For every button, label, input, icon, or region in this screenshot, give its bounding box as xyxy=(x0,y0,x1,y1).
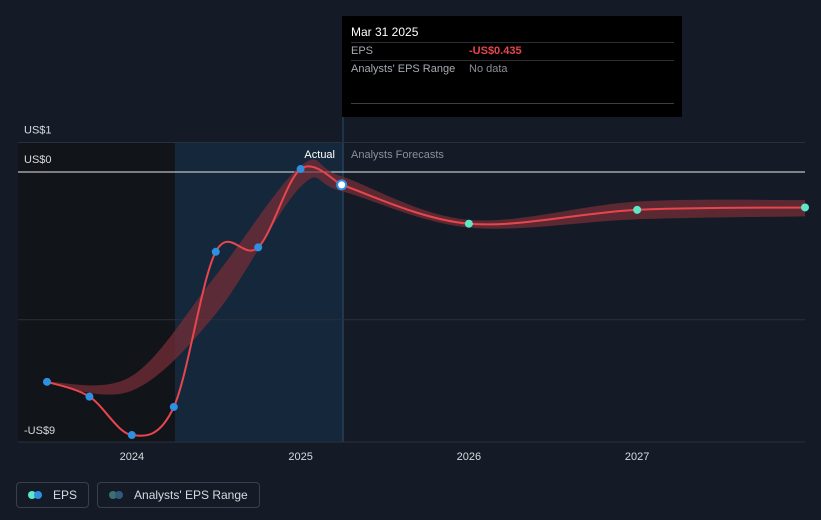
eps-actual-point xyxy=(254,243,263,252)
eps-actual-line xyxy=(46,165,343,437)
grid-lines xyxy=(18,141,805,443)
x-tick-label: 2025 xyxy=(288,451,312,463)
eps-actual-point xyxy=(43,377,51,386)
eps-legend-icon xyxy=(28,491,44,499)
y-tick-label: US$0 xyxy=(24,154,52,166)
y-tick-label: -US$9 xyxy=(24,425,55,437)
past-period-shade xyxy=(18,143,175,442)
eps-actual-point xyxy=(211,247,220,256)
analysts-eps-range-band xyxy=(47,159,805,395)
y-axis-labels: US$1 US$0 -US$9 xyxy=(24,124,55,437)
x-tick-label: 2024 xyxy=(120,451,144,463)
legend-eps-label: EPS xyxy=(53,488,78,502)
tooltip-eps-value: -US$0.435 xyxy=(469,45,522,57)
tooltip-row-range: Analysts' EPS Range No data xyxy=(351,60,674,78)
eps-point-highlighted xyxy=(336,179,348,191)
tooltip-row-eps: EPS -US$0.435 xyxy=(351,42,674,60)
tooltip-eps-label: EPS xyxy=(351,45,374,57)
range-legend-icon xyxy=(109,491,125,499)
y-tick-label: US$1 xyxy=(24,124,52,136)
x-tick-label: 2027 xyxy=(625,451,649,463)
actual-label: Actual xyxy=(304,149,335,161)
forecast-label: Analysts Forecasts xyxy=(351,149,444,161)
eps-actual-point xyxy=(296,165,305,174)
tooltip-range-label: Analysts' EPS Range xyxy=(351,63,456,75)
tooltip-range-value: No data xyxy=(469,63,508,75)
eps-tooltip: Mar 31 2025 EPS -US$0.435 Analysts' EPS … xyxy=(342,16,682,117)
legend-range-toggle[interactable]: Analysts' EPS Range xyxy=(97,482,260,508)
eps-forecast-point xyxy=(464,219,473,228)
actual-period-shade xyxy=(175,143,344,442)
eps-actual-point xyxy=(127,431,136,440)
x-tick-label: 2026 xyxy=(457,451,481,463)
eps-actual-point xyxy=(85,392,94,401)
eps-points xyxy=(43,165,809,440)
x-axis-labels: 2024 2025 2026 2027 xyxy=(120,451,650,463)
legend-range-label: Analysts' EPS Range xyxy=(134,488,248,502)
eps-forecast-point xyxy=(633,205,642,214)
tooltip-date: Mar 31 2025 xyxy=(351,25,419,39)
eps-forecast-point xyxy=(801,203,809,212)
legend-eps-toggle[interactable]: EPS xyxy=(16,482,90,508)
eps-forecast-line xyxy=(341,183,806,226)
eps-actual-point xyxy=(169,402,178,411)
chart-legend: EPS Analysts' EPS Range xyxy=(16,482,260,508)
tooltip-divider xyxy=(351,103,674,104)
